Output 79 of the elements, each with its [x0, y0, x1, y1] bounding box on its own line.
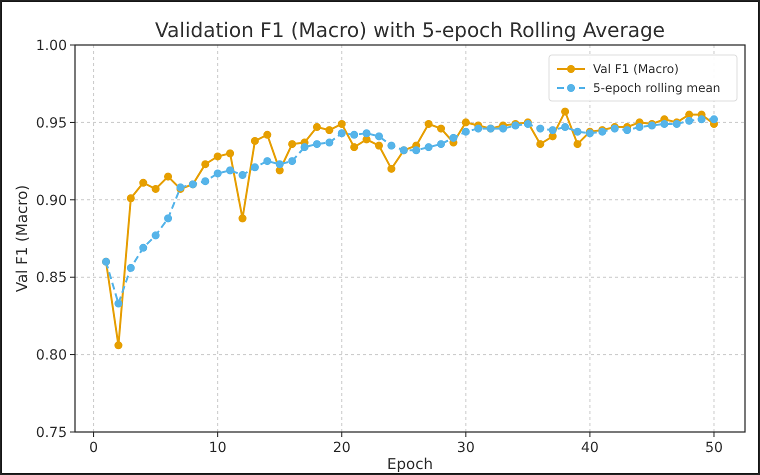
point [424, 120, 433, 128]
point [374, 132, 383, 140]
legend-label: Val F1 (Macro) [593, 62, 679, 76]
y-tick-label: 0.75 [36, 425, 67, 441]
y-tick-label: 0.95 [36, 115, 67, 132]
point [325, 138, 334, 147]
y-tick-label: 1.00 [36, 38, 67, 54]
point [263, 157, 272, 166]
point [312, 123, 321, 132]
y-axis-title: Val F1 (Macro) [13, 184, 31, 292]
point [636, 123, 644, 132]
point [536, 140, 544, 148]
point [387, 142, 396, 150]
point [139, 178, 148, 187]
legend-label: 5-epoch rolling mean [593, 81, 720, 95]
point [449, 134, 458, 142]
chart-title: Validation F1 (Macro) with 5-epoch Rolling Average [155, 18, 665, 42]
point [152, 184, 160, 193]
point [338, 129, 346, 138]
point [164, 172, 172, 181]
point [536, 124, 544, 133]
point [288, 140, 296, 148]
x-tick-label: 30 [456, 440, 475, 456]
point [214, 152, 222, 160]
point [623, 126, 632, 134]
point [325, 126, 334, 134]
point [226, 149, 234, 158]
point [424, 143, 433, 152]
y-tick-label: 0.80 [36, 348, 67, 364]
point [263, 130, 272, 139]
point [226, 166, 234, 174]
point [250, 163, 259, 172]
point [350, 143, 358, 152]
point [276, 160, 284, 168]
point [660, 120, 668, 128]
point [139, 244, 148, 252]
point [250, 136, 259, 145]
point [462, 128, 470, 136]
point [338, 120, 346, 128]
x-tick-label: 0 [89, 440, 98, 456]
y-tick-label: 0.85 [36, 270, 67, 286]
point [288, 157, 296, 166]
point [126, 264, 135, 272]
point [574, 140, 582, 148]
point [685, 116, 694, 125]
x-tick-label: 40 [580, 440, 599, 456]
x-axis-title: Epoch [387, 455, 433, 473]
point [474, 124, 482, 133]
point [374, 142, 383, 150]
point [362, 129, 371, 138]
point [238, 214, 246, 222]
y-tick-label: 0.90 [36, 192, 67, 209]
point [437, 140, 446, 148]
point [412, 146, 420, 154]
point [300, 143, 309, 152]
point [114, 341, 122, 350]
point [164, 214, 172, 222]
x-tick-label: 10 [208, 440, 227, 456]
point [126, 194, 135, 202]
point [152, 231, 160, 240]
point [350, 130, 358, 139]
point [499, 124, 508, 133]
point [698, 115, 706, 124]
point [201, 177, 210, 186]
point [238, 171, 246, 180]
point [462, 118, 470, 126]
point [574, 128, 582, 136]
x-tick-label: 20 [332, 440, 351, 456]
point [312, 140, 321, 148]
x-tick-label: 50 [705, 440, 723, 456]
point [214, 169, 222, 178]
point [437, 124, 446, 133]
point [548, 126, 557, 134]
point [561, 108, 570, 116]
point [387, 164, 396, 173]
point [201, 160, 210, 168]
point [710, 115, 718, 124]
point [114, 300, 122, 308]
point [561, 123, 570, 132]
